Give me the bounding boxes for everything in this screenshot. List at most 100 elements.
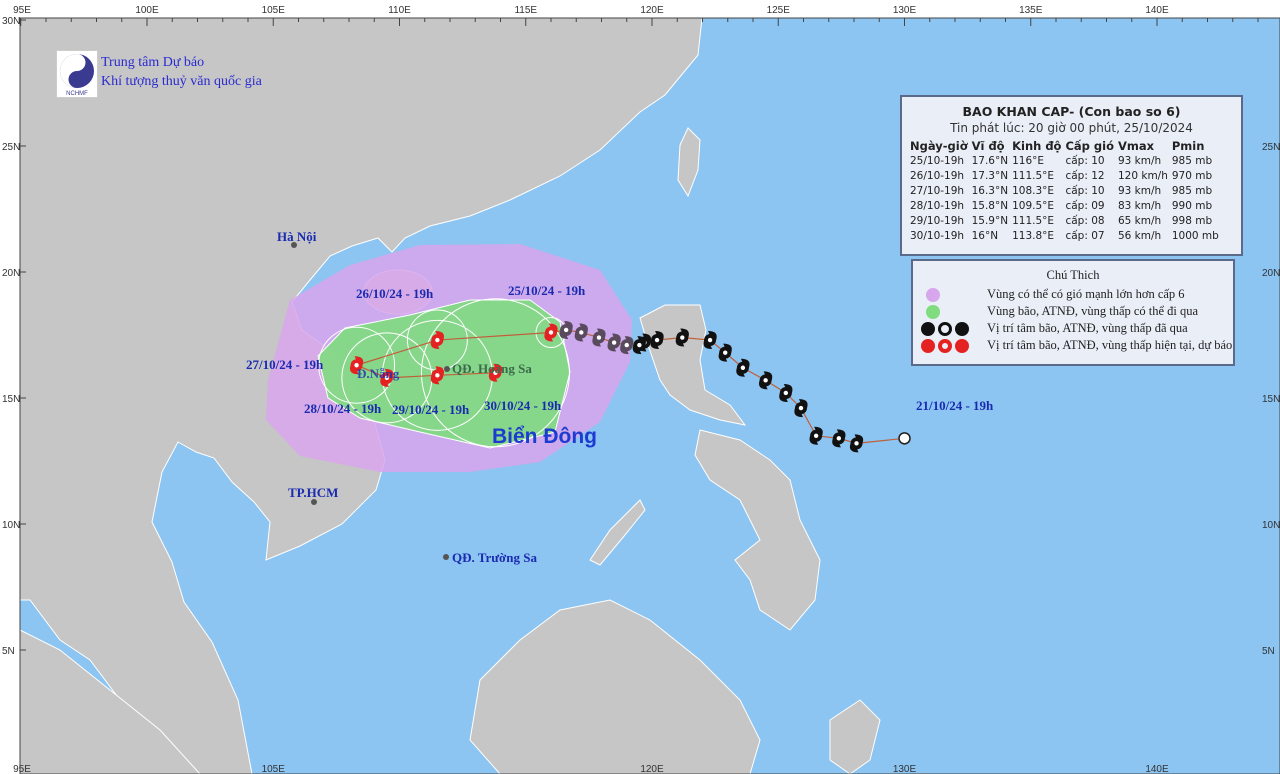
forecast-row: 28/10-19h 15.8°N 109.5°E cấp: 09 83 km/h 990 … [910, 199, 1223, 214]
column-header: Vĩ độ [971, 139, 1005, 153]
forecast-cell: 998 mb [1171, 215, 1213, 227]
map-frame [19, 17, 1280, 774]
logo-emblem-icon: NCHMF [60, 54, 94, 97]
right-tick-label: 25N [1262, 142, 1280, 153]
legend-item-track-zone: Vùng bão, ATNĐ, vùng thấp có thể đi qua [921, 303, 1198, 320]
forecast-cell: cấp: 10 [1065, 185, 1105, 197]
forecast-cell: 111.5°E [1012, 170, 1055, 182]
storm-past-icon [779, 383, 793, 402]
forecast-cell: 111.5°E [1012, 215, 1055, 227]
top-tick-label: 105E [262, 5, 286, 16]
top-tick-label: 110E [388, 5, 411, 16]
start-time-label: 21/10/24 - 19h [916, 398, 994, 413]
bulletin-title: BAO KHAN CAP- (Con bao so 6) [962, 104, 1181, 119]
storm-past-icon [832, 429, 846, 448]
storm-past-icon [921, 321, 935, 336]
truongsa-marker [443, 554, 449, 560]
danang-label: Đ.Nẵng [357, 366, 400, 381]
column-header: Ngày-giờ [910, 139, 968, 153]
hoangsa-label: QĐ. Hoàng Sa [452, 361, 532, 376]
bottom-tick-label: 105E [262, 764, 286, 774]
storm-past-icon [559, 320, 573, 339]
bottom-tick-label: 120E [640, 764, 664, 774]
forecast-cell: 28/10-19h [910, 200, 965, 212]
sea-label: Biển Đông [492, 425, 597, 448]
storm-forecast-icon [380, 368, 394, 387]
purple-dot-icon [926, 287, 940, 302]
legend-box: Chú Thich Vùng có thể có gió mạnh lớn hơ… [911, 259, 1235, 366]
taiwan [677, 127, 701, 198]
sulawesi [829, 699, 881, 774]
storm-past-icon [849, 434, 864, 453]
storm-past-icon [574, 323, 588, 342]
forecast-labels: 25/10/24 - 19h 26/10/24 - 19h 27/10/24 - 1… [246, 283, 994, 417]
forecast-zones [266, 244, 632, 472]
truongsa-label: QĐ. Trường Sa [452, 550, 537, 565]
forecast-time-label: 27/10/24 - 19h [246, 357, 324, 372]
forecast-cell: 15.8°N [971, 200, 1009, 212]
left-tick-label: 25N [2, 142, 20, 153]
column-header: Kinh độ [1012, 139, 1062, 153]
forecast-row: 27/10-19h 16.3°N 108.3°E cấp: 10 93 km/h 985 … [910, 184, 1223, 199]
top-tick-label: 95E [13, 5, 31, 16]
org-line-2: Khí tượng thuỷ văn quốc gia [101, 74, 262, 89]
low-current-icon [955, 338, 969, 353]
forecast-cell: cấp: 10 [1065, 155, 1105, 167]
top-tick-label: 100E [135, 5, 159, 16]
forecast-cell: 56 km/h [1117, 230, 1162, 242]
hcm-label: TP.HCM [288, 485, 338, 500]
left-tick-label: 15N [2, 394, 20, 405]
place-labels: Hà Nội Đ.Nẵng TP.HCM QĐ. Hoàng Sa QĐ. Tr… [277, 229, 597, 565]
storm-forecast-icon [349, 356, 364, 375]
svg-text:NCHMF: NCHMF [66, 91, 88, 97]
legend-item-past-position: Vị trí tâm bão, ATNĐ, vùng thấp đã qua [921, 320, 1188, 337]
possible-track-zone [317, 299, 571, 449]
hanoi-label: Hà Nội [277, 229, 317, 244]
green-dot-icon [926, 304, 940, 319]
storm-past-icon [718, 343, 732, 362]
issue-time: Tin phát lúc: 20 giờ 00 phút, 25/10/2024 [950, 121, 1193, 135]
storm-past-icon [703, 331, 717, 350]
forecast-cell: 985 mb [1171, 185, 1213, 197]
forecast-cell: 985 mb [1171, 155, 1213, 167]
forecast-circle [420, 298, 570, 448]
hanoi-marker [291, 242, 297, 248]
forecast-cell: 16.3°N [971, 185, 1009, 197]
forecast-time-label: 26/10/24 - 19h [356, 286, 434, 301]
forecast-cell: 113.8°E [1012, 230, 1055, 242]
storm-past-icon [675, 328, 689, 347]
left-tick-label: 20N [2, 268, 20, 279]
storm-forecast-icon [430, 331, 445, 350]
forecast-row: 25/10-19h 17.6°N 116°E cấp: 10 93 km/h 985 mb [910, 154, 1223, 169]
depression-forecast-icon [488, 363, 503, 382]
nchmf-logo: NCHMF [56, 50, 98, 98]
axis-ticks: 95E 100E 105E 110E 115E 120E 125E 130E 135E 140E 9… [2, 5, 1280, 774]
right-tick-label: 20N [1262, 268, 1280, 279]
depression-current-icon [938, 338, 952, 353]
bottom-tick-label: 130E [893, 764, 917, 774]
low-past-icon [955, 321, 969, 336]
right-tick-label: 5N [1262, 646, 1275, 657]
top-tick-label: 135E [1019, 5, 1043, 16]
storm-past-icon [650, 331, 664, 350]
forecast-cell: 15.9°N [971, 215, 1009, 227]
forecast-row: 29/10-19h 15.9°N 111.5°E cấp: 08 65 km/h 998 … [910, 214, 1223, 229]
storm-current-icon [921, 338, 935, 353]
forecast-circle [318, 326, 396, 404]
storm-past-icon [794, 399, 808, 418]
storm-forecast-icon [544, 323, 558, 342]
storm-forecast-icon [430, 366, 445, 385]
sumatra [19, 629, 201, 774]
storm-past-icon [809, 426, 823, 445]
palawan [589, 499, 646, 566]
column-header: Pmin [1171, 139, 1205, 153]
forecast-time-label: 28/10/24 - 19h [304, 401, 382, 416]
legend-item-wind-zone: Vùng có thể có gió mạnh lớn hơn cấp 6 [921, 286, 1185, 303]
forecast-cell: 1000 mb [1171, 230, 1219, 242]
top-tick-label: 140E [1145, 5, 1169, 16]
forecast-cell: cấp: 12 [1065, 170, 1105, 182]
storm-past-icon [632, 336, 647, 355]
forecast-cell: 17.6°N [971, 155, 1009, 167]
right-tick-label: 15N [1262, 394, 1280, 405]
organization-name: Trung tâm Dự báo Khí tượng thuỷ văn quốc… [101, 53, 262, 91]
